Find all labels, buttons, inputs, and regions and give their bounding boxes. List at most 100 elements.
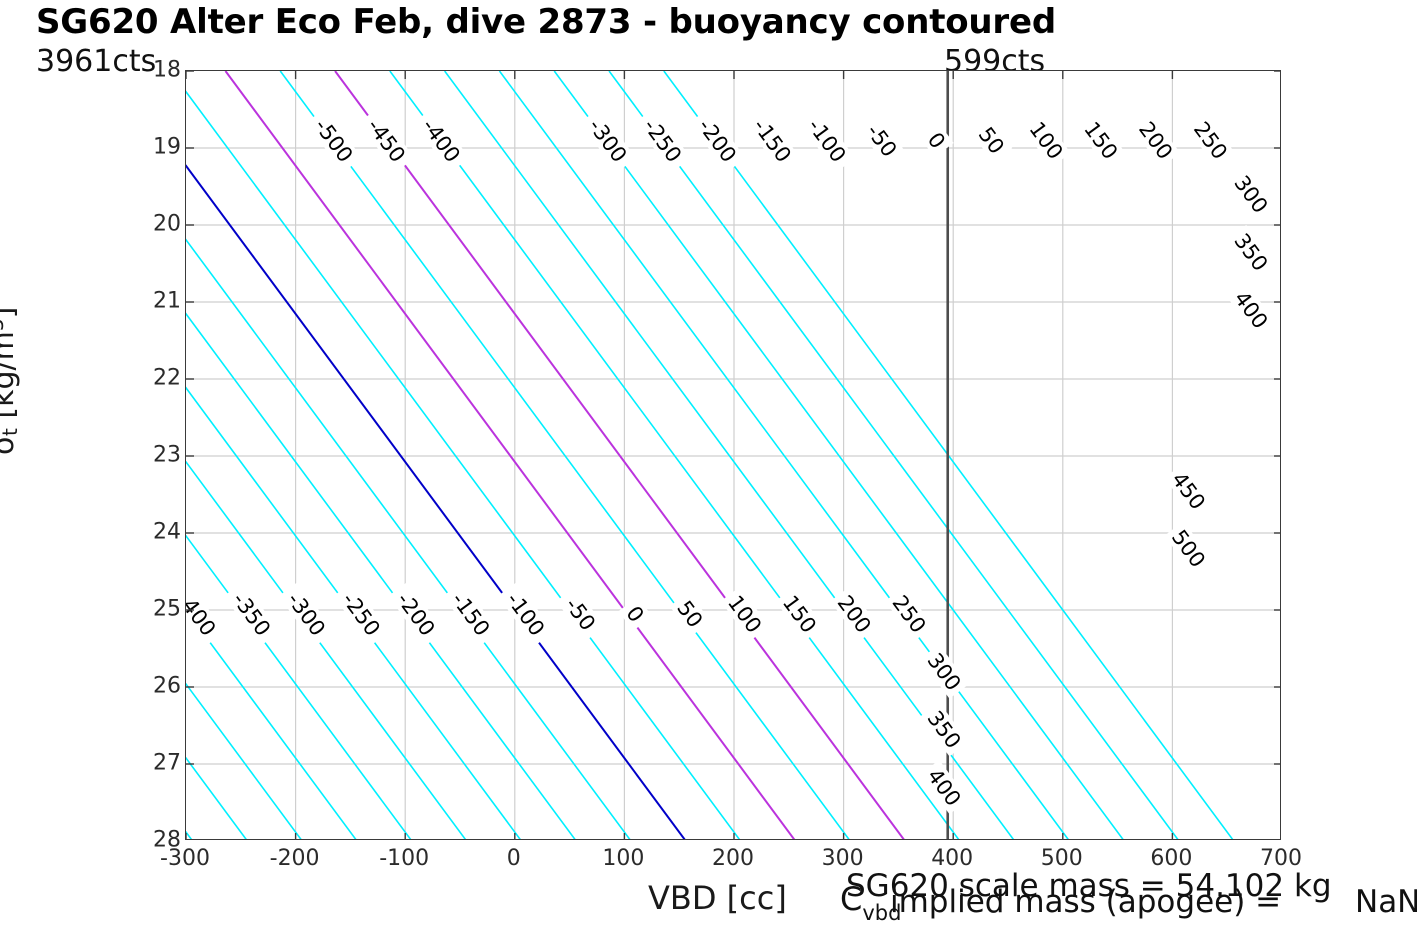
- contour-label-150: 150: [775, 586, 825, 641]
- contour-label--300: -300: [278, 581, 335, 646]
- contour-line--150: [186, 386, 521, 839]
- contour-label-halo: [919, 760, 969, 815]
- contour-line--400: [186, 756, 247, 839]
- contour-label--400: -400: [186, 581, 226, 646]
- contour-line--350: [186, 682, 302, 839]
- contour-label-150: 150: [1076, 113, 1126, 168]
- contour-label--50: -50: [556, 586, 605, 641]
- plot-area: -500 -450 -400 -400 -350 -300 -300 -250 -250 -200…: [185, 70, 1281, 840]
- contour-label-halo: [358, 108, 415, 173]
- x-tick-label: -100: [379, 846, 430, 871]
- contour-label--300: -300: [579, 108, 637, 173]
- contour-label-halo: [388, 581, 445, 646]
- y-tick-label: 22: [153, 365, 181, 391]
- contour-label-halo: [579, 108, 637, 173]
- contour-label--250: -250: [333, 581, 390, 646]
- contour-label-halo: [1021, 113, 1071, 168]
- contour-line-150: [279, 71, 850, 839]
- contour-line-200: [334, 71, 905, 839]
- contour-line--450: [186, 830, 193, 839]
- c-vbd-annotation: Cvbd: [840, 880, 901, 925]
- contour-label--400: -400: [413, 108, 470, 173]
- contour-line-0: [186, 164, 686, 839]
- contour-label-300: 300: [919, 644, 969, 699]
- cts-left-annotation: 3961cts: [36, 44, 157, 79]
- contour-line-250: [389, 71, 960, 839]
- contour-label--100: -100: [497, 581, 554, 646]
- contour-label--200: -200: [689, 108, 746, 173]
- x-tick-label: 700: [1260, 846, 1302, 871]
- contour-label-halo: [919, 123, 954, 158]
- y-axis-label-subscript: t: [0, 428, 22, 436]
- x-tick-label: -200: [269, 846, 320, 871]
- x-axis-label: VBD [cc]: [648, 879, 787, 917]
- contour-line-50: [186, 90, 741, 839]
- plot-clip: -500 -450 -400 -400 -350 -300 -300 -250 -250 -200…: [186, 71, 1280, 839]
- contour-label-halo: [830, 586, 879, 641]
- contour-label-400: 400: [1226, 282, 1276, 337]
- contour-label-250: 250: [1186, 113, 1236, 168]
- x-tick-label: -300: [160, 846, 210, 871]
- contour-label-350: 350: [919, 702, 969, 757]
- x-tick-label: 400: [931, 846, 974, 871]
- contour-label-50: 50: [970, 118, 1013, 163]
- contour-label-halo: [1226, 167, 1276, 222]
- contour-label-halo: [223, 581, 280, 646]
- contour-line--300: [186, 608, 357, 839]
- contour-label-400: 400: [919, 760, 969, 815]
- contour-label--150: -150: [744, 108, 801, 173]
- x-tick-label: 200: [712, 846, 754, 871]
- contour-label-halo: [689, 108, 746, 173]
- contour-line-350: [498, 71, 1069, 839]
- y-axis-label-superscript: 3: [0, 318, 8, 331]
- y-tick-label: 21: [153, 288, 181, 314]
- contour-label-halo: [413, 108, 470, 173]
- contour-label-300: 300: [1226, 167, 1276, 222]
- contour-line-300: [444, 71, 1015, 839]
- contour-label--150: -150: [442, 581, 500, 646]
- contour-label-halo: [1164, 463, 1214, 518]
- contour-label-halo: [1186, 113, 1236, 168]
- y-tick-label: 20: [153, 211, 181, 237]
- contour-label-250: 250: [884, 586, 934, 641]
- contour-label-halo: [618, 596, 653, 631]
- contour-label-halo: [799, 108, 856, 173]
- y-tick-label: 23: [153, 442, 181, 468]
- y-tick-label: 24: [153, 519, 181, 545]
- contour-label-halo: [333, 581, 390, 646]
- scale-mass-annotation: SG620 scale mass = 54.102 kg: [846, 868, 1332, 904]
- contour-label-halo: [669, 591, 711, 636]
- contour-label-halo: [919, 644, 969, 699]
- axis-tickmarks: [186, 71, 1280, 839]
- contour-label-0: 0: [618, 596, 653, 631]
- x-tick-label: 600: [1150, 846, 1193, 871]
- contour-label-halo: [857, 113, 907, 168]
- contour-lines: [186, 71, 1234, 839]
- contour-label--200: -200: [388, 581, 445, 646]
- y-tick-label: 19: [153, 134, 181, 160]
- contour-label-halo: [442, 581, 500, 646]
- y-axis-label: σt [kg/m3]: [0, 307, 22, 455]
- contour-label--250: -250: [634, 108, 691, 173]
- contour-label--450: -450: [358, 108, 415, 173]
- contour-label-halo: [720, 586, 770, 641]
- contour-line-400: [553, 71, 1124, 839]
- y-tick-label: 25: [153, 596, 181, 622]
- contour-label--100: -100: [799, 108, 856, 173]
- contour-plot-svg: -500 -450 -400-400 -350-300-300-250-250-200…: [186, 71, 1280, 839]
- c-vbd-subscript: vbd: [862, 901, 902, 925]
- y-axis-label-sigma: σ: [0, 436, 21, 455]
- contour-line--50: [186, 238, 631, 839]
- contour-label-100: 100: [720, 586, 770, 641]
- contour-label-halo: [305, 108, 363, 173]
- c-vbd-letter: C: [840, 880, 863, 918]
- gridlines: [186, 71, 1280, 839]
- contour-label-halo: [1226, 282, 1276, 337]
- contour-label-halo: [278, 581, 335, 646]
- y-axis-label-units: [kg/m: [0, 331, 21, 419]
- contour-line--200: [186, 460, 467, 839]
- y-tick-label: 28: [153, 827, 181, 853]
- contour-label-halo: [497, 581, 554, 646]
- contour-label-halo: [1226, 224, 1276, 279]
